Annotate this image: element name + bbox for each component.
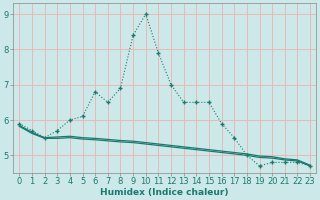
X-axis label: Humidex (Indice chaleur): Humidex (Indice chaleur) bbox=[100, 188, 229, 197]
